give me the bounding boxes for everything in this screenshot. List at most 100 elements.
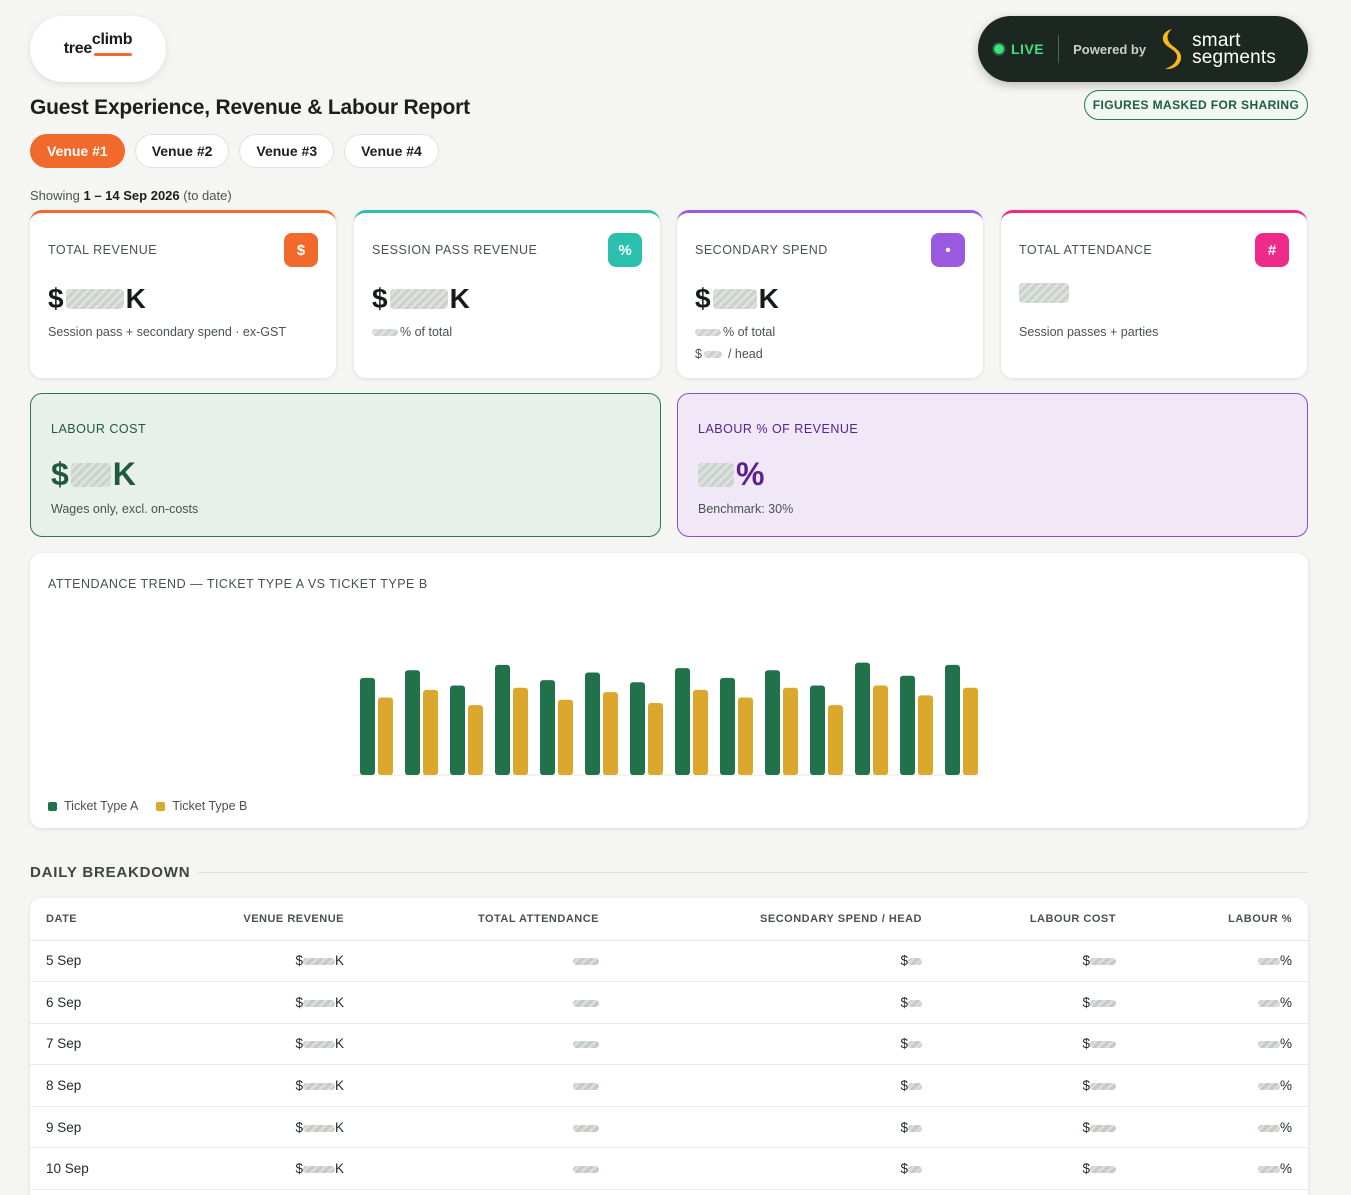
masked-value bbox=[573, 1083, 599, 1091]
venue-tab-4[interactable]: Venue #4 bbox=[344, 134, 439, 168]
kpi-subtitle: Session passes + parties bbox=[1019, 325, 1159, 339]
bar-ticket-a-12[interactable] bbox=[855, 662, 870, 775]
cell-attendance bbox=[360, 940, 615, 983]
bar-ticket-b-2[interactable] bbox=[423, 689, 438, 775]
masked-figures-badge: FIGURES MASKED FOR SHARING bbox=[1084, 90, 1308, 120]
cell-date: 7 Sep bbox=[30, 1023, 180, 1066]
bar-ticket-b-12[interactable] bbox=[873, 685, 888, 775]
masked-value bbox=[908, 1041, 922, 1049]
bar-ticket-a-8[interactable] bbox=[675, 668, 690, 775]
column-header-date[interactable]: DATE bbox=[30, 898, 180, 941]
bar-ticket-b-14[interactable] bbox=[963, 687, 978, 775]
column-header-secondary-spend[interactable]: SECONDARY SPEND / HEAD bbox=[615, 898, 938, 941]
cell-labour-cost: $ bbox=[938, 1106, 1132, 1149]
bar-ticket-b-13[interactable] bbox=[918, 695, 933, 775]
table-row: 7 Sep $ K $ $% bbox=[30, 1023, 1308, 1066]
masked-value bbox=[573, 1124, 599, 1132]
cell-secondary-spend: $ bbox=[615, 981, 938, 1024]
legend-item-ticket-b: Ticket Type B bbox=[156, 799, 247, 813]
venue-tab-2[interactable]: Venue #2 bbox=[134, 134, 230, 168]
bar-ticket-a-7[interactable] bbox=[630, 682, 645, 775]
labour-cost-subtitle: Wages only, excl. on-costs bbox=[51, 502, 199, 516]
masked-value bbox=[70, 462, 111, 487]
bar-ticket-a-13[interactable] bbox=[900, 675, 915, 775]
currency-prefix: $ bbox=[900, 1119, 908, 1135]
bar-ticket-a-4[interactable] bbox=[495, 664, 510, 775]
venue-tab-1[interactable]: Venue #1 bbox=[30, 134, 125, 168]
cell-labour-cost: $ bbox=[938, 981, 1132, 1024]
bar-ticket-a-5[interactable] bbox=[540, 680, 555, 775]
bar-ticket-b-7[interactable] bbox=[648, 703, 663, 775]
bar-ticket-b-11[interactable] bbox=[828, 705, 843, 775]
bar-ticket-b-6[interactable] bbox=[603, 692, 618, 775]
bar-ticket-a-9[interactable] bbox=[720, 677, 735, 775]
unit-suffix: K bbox=[334, 1036, 344, 1052]
bar-ticket-a-14[interactable] bbox=[945, 664, 960, 775]
daily-breakdown-title: DAILY BREAKDOWN bbox=[30, 864, 191, 881]
column-header-labour-percent[interactable]: LABOUR % bbox=[1132, 898, 1308, 941]
table-row: 9 Sep $ K $ $% bbox=[30, 1106, 1308, 1149]
masked-value bbox=[1090, 1083, 1116, 1091]
column-header-revenue[interactable]: VENUE REVENUE bbox=[180, 898, 360, 941]
venue-tab-3[interactable]: Venue #3 bbox=[239, 134, 335, 168]
percent-suffix: % bbox=[1279, 994, 1292, 1010]
percent-suffix: % bbox=[1279, 1036, 1292, 1052]
bar-ticket-b-5[interactable] bbox=[558, 699, 573, 775]
currency-prefix: $ bbox=[1082, 1036, 1090, 1052]
bar-ticket-a-10[interactable] bbox=[765, 670, 780, 775]
bar-ticket-a-11[interactable] bbox=[810, 685, 825, 775]
bar-ticket-b-4[interactable] bbox=[513, 687, 528, 775]
unit-suffix: K bbox=[334, 1119, 344, 1135]
bar-ticket-a-1[interactable] bbox=[360, 677, 375, 775]
labour-benchmark: Benchmark: 30% bbox=[698, 502, 794, 516]
bar-ticket-b-8[interactable] bbox=[693, 689, 708, 775]
masked-value bbox=[698, 462, 734, 487]
currency-prefix: $ bbox=[1082, 1161, 1090, 1177]
labour-cost-value: $ K bbox=[51, 456, 136, 493]
bar-ticket-b-1[interactable] bbox=[378, 697, 393, 775]
cell-labour-percent: % bbox=[1132, 981, 1308, 1024]
cell-date: 10 Sep bbox=[30, 1147, 180, 1191]
masked-value bbox=[65, 289, 124, 309]
kpi-label: TOTAL ATTENDANCE bbox=[1019, 243, 1153, 257]
currency-prefix: $ bbox=[900, 1078, 908, 1094]
masked-value bbox=[1090, 1166, 1116, 1174]
kpi-card-total-attendance: TOTAL ATTENDANCE # Session passes + part… bbox=[1001, 210, 1307, 378]
smart-segments-logo-icon bbox=[1162, 29, 1182, 70]
masked-value bbox=[908, 1124, 922, 1132]
masked-value bbox=[908, 1083, 922, 1091]
bar-ticket-a-6[interactable] bbox=[585, 672, 600, 775]
bar-ticket-a-2[interactable] bbox=[405, 670, 420, 775]
cell-secondary-spend: $ bbox=[615, 1106, 938, 1149]
cell-date: 5 Sep bbox=[30, 940, 180, 983]
masked-value bbox=[908, 999, 922, 1007]
per-head-prefix: $ bbox=[695, 347, 702, 361]
bar-ticket-b-10[interactable] bbox=[783, 687, 798, 775]
percent-suffix: % bbox=[1279, 1119, 1292, 1135]
column-header-attendance[interactable]: TOTAL ATTENDANCE bbox=[360, 898, 615, 941]
masked-value bbox=[1019, 283, 1069, 303]
legend-swatch bbox=[48, 801, 57, 811]
column-header-labour-cost[interactable]: LABOUR COST bbox=[938, 898, 1132, 941]
date-range-label: Showing 1 – 14 Sep 2026 (to date) bbox=[30, 188, 232, 203]
masked-value bbox=[1257, 1041, 1280, 1049]
unit-suffix: K bbox=[334, 1161, 344, 1177]
labour-cost-label: LABOUR COST bbox=[51, 422, 147, 436]
cell-revenue: $ K bbox=[180, 981, 360, 1024]
bar-ticket-b-3[interactable] bbox=[468, 705, 483, 775]
chart-title: ATTENDANCE TREND — TICKET TYPE A VS TICK… bbox=[48, 577, 428, 591]
currency-prefix: $ bbox=[900, 1161, 908, 1177]
masked-value bbox=[573, 958, 599, 966]
bar-ticket-b-9[interactable] bbox=[738, 697, 753, 775]
labour-percent-suffix: % bbox=[736, 456, 765, 492]
kpi-subtitle: % of total bbox=[695, 325, 775, 339]
cell-date: 9 Sep bbox=[30, 1106, 180, 1149]
bar-ticket-a-3[interactable] bbox=[450, 685, 465, 775]
showing-suffix: (to date) bbox=[183, 188, 232, 203]
brand-logo[interactable]: tree climb bbox=[30, 16, 166, 82]
cell-attendance bbox=[360, 1023, 615, 1066]
masked-value bbox=[703, 350, 722, 358]
cell-labour-percent: % bbox=[1132, 940, 1308, 983]
labour-cost-card: LABOUR COST $ K Wages only, excl. on-cos… bbox=[30, 393, 661, 537]
kpi-label: SESSION PASS REVENUE bbox=[372, 243, 538, 257]
